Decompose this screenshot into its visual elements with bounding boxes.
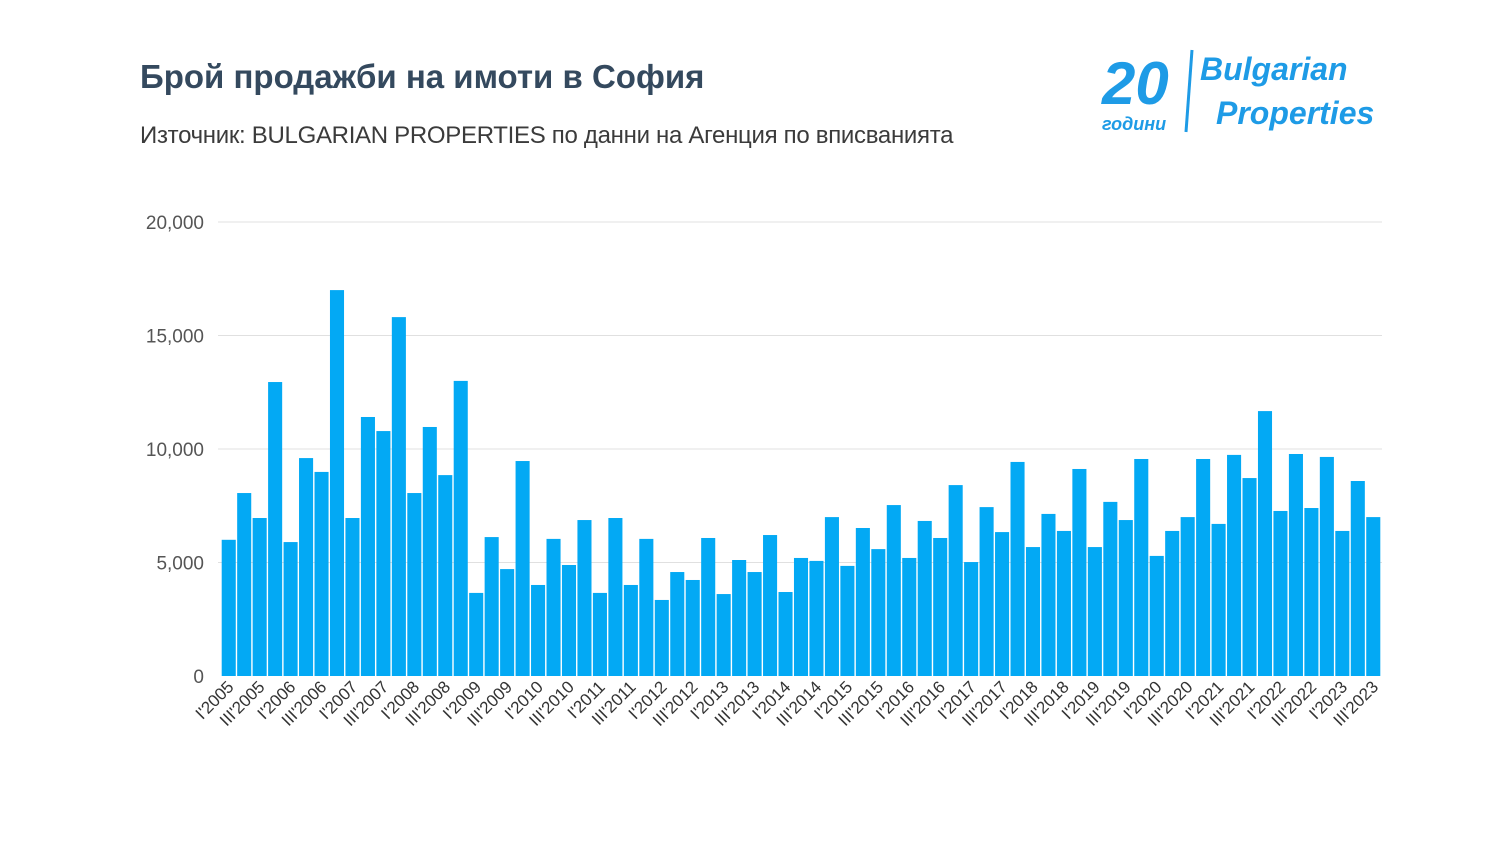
- bar-I'2016: [902, 557, 917, 676]
- bar-I'2012: [654, 599, 669, 676]
- bar-IV'2009: [515, 461, 530, 676]
- bar-I'2007: [345, 518, 360, 676]
- bar-III'2015: [871, 549, 886, 676]
- bar-I'2015: [840, 565, 855, 676]
- bar-II'2011: [608, 518, 623, 676]
- bar-II'2019: [1103, 501, 1118, 676]
- bar-II'2020: [1165, 530, 1180, 676]
- bar-II'2006: [299, 458, 314, 676]
- bar-III'2005: [252, 518, 267, 676]
- bar-IV'2006: [329, 290, 345, 676]
- bar-IV'2022: [1319, 456, 1334, 676]
- bar-I'2017: [964, 562, 979, 676]
- bars: [221, 290, 1381, 676]
- y-tick-label: 15,000: [146, 327, 204, 348]
- bar-III'2016: [933, 537, 948, 676]
- bar-III'2020: [1180, 517, 1195, 676]
- bar-I'2011: [592, 592, 607, 676]
- bar-III'2008: [438, 475, 453, 676]
- bar-II'2022: [1288, 453, 1303, 676]
- bar-IV'2016: [948, 485, 963, 676]
- bar-IV'2014: [824, 517, 839, 676]
- bar-II'2007: [360, 416, 375, 676]
- bar-IV'2020: [1196, 458, 1211, 676]
- bar-II'2012: [670, 572, 685, 676]
- bar-III'2013: [747, 572, 762, 676]
- bar-II'2023: [1350, 481, 1365, 676]
- bar-II'2018: [1041, 513, 1056, 676]
- bar-II'2010: [546, 538, 561, 676]
- bar-III'2010: [561, 564, 577, 676]
- bar-III'2006: [314, 471, 329, 676]
- bar-II'2015: [855, 527, 870, 676]
- bulgarian-properties-logo: 20 години Bulgarian Properties: [1101, 49, 1374, 134]
- bar-III'2007: [376, 431, 391, 676]
- bar-III'2023: [1366, 517, 1381, 676]
- bar-II'2005: [237, 493, 252, 676]
- bar-III'2017: [995, 532, 1010, 676]
- bar-I'2022: [1273, 510, 1288, 676]
- bar-II'2021: [1227, 454, 1242, 676]
- logo-line1: Bulgarian: [1200, 51, 1348, 87]
- bar-IV'2008: [453, 380, 468, 676]
- bar-IV'2021: [1257, 411, 1273, 676]
- bar-I'2009: [469, 592, 484, 676]
- bar-I'2014: [778, 592, 793, 676]
- bar-I'2006: [283, 542, 298, 676]
- bar-III'2018: [1056, 530, 1071, 676]
- bar-I'2019: [1087, 547, 1102, 676]
- bar-II'2014: [793, 557, 809, 676]
- bar-II'2013: [732, 560, 747, 676]
- bar-III'2022: [1304, 508, 1319, 676]
- y-axis: 0 5,000 10,000 15,000 20,000: [146, 213, 204, 688]
- bar-IV'2005: [268, 382, 283, 676]
- logo-line2: Properties: [1216, 95, 1374, 131]
- bar-I'2020: [1149, 555, 1164, 676]
- page-subtitle: Източник: BULGARIAN PROPERTIES по данни …: [140, 122, 954, 149]
- y-tick-label: 5,000: [156, 554, 204, 575]
- bar-II'2016: [917, 520, 932, 676]
- logo-number: 20: [1101, 50, 1169, 117]
- page-title: Брой продажби на имоти в София: [140, 58, 705, 95]
- bar-II'2008: [422, 426, 437, 676]
- logo-years: години: [1102, 114, 1166, 134]
- bar-IV'2013: [763, 535, 778, 676]
- bar-I'2023: [1335, 530, 1350, 676]
- bar-III'2009: [500, 569, 515, 676]
- bar-III'2021: [1242, 478, 1257, 676]
- bar-I'2013: [716, 594, 731, 676]
- bar-IV'2019: [1134, 458, 1149, 676]
- bar-III'2014: [809, 560, 824, 676]
- y-tick-label: 20,000: [146, 213, 204, 234]
- y-tick-label: 0: [193, 667, 204, 688]
- bar-IV'2007: [391, 317, 406, 676]
- y-tick-label: 10,000: [146, 440, 204, 461]
- bar-IV'2018: [1072, 468, 1087, 676]
- bar-I'2005: [221, 539, 236, 676]
- bar-IV'2015: [886, 505, 901, 676]
- bar-III'2012: [685, 579, 700, 676]
- bar-IV'2011: [639, 538, 654, 676]
- bar-IV'2012: [701, 537, 716, 676]
- bar-I'2008: [407, 493, 422, 676]
- bar-IV'2017: [1010, 461, 1025, 676]
- bar-II'2017: [979, 507, 994, 676]
- bar-I'2018: [1025, 547, 1041, 676]
- bar-III'2011: [623, 584, 638, 676]
- bar-III'2019: [1118, 520, 1133, 676]
- bar-II'2009: [484, 537, 499, 676]
- bar-I'2010: [531, 584, 546, 676]
- bar-IV'2010: [577, 520, 592, 676]
- bar-I'2021: [1211, 523, 1226, 676]
- x-axis: I'2005III'2005I'2006III'2006I'2007III'20…: [192, 677, 1382, 729]
- logo-divider: [1184, 49, 1194, 133]
